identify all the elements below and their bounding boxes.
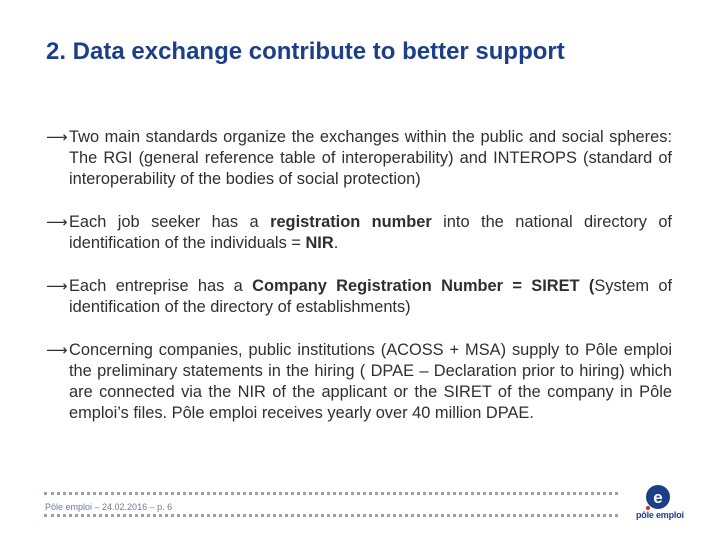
bullet-item: ⟶ Two main standards organize the exchang… (46, 127, 672, 190)
footer-text: Pôle emploi – 24.02.2016 – p. 6 (45, 502, 173, 512)
bullet-list: ⟶ Two main standards organize the exchang… (46, 127, 672, 446)
arrow-icon: ⟶ (46, 128, 68, 146)
pole-emploi-logo: e (646, 485, 670, 510)
bullet-item: ⟶ Each entreprise has a Company Registrat… (46, 276, 672, 318)
logo-red-dot-icon (646, 506, 650, 510)
footer-divider-bottom (44, 514, 618, 517)
bullet-bold-text: Company Registration Number = SIRET ( (252, 277, 595, 295)
bullet-item: ⟶ Each job seeker has a registration numb… (46, 212, 672, 254)
slide-title: 2. Data exchange contribute to better su… (46, 38, 565, 65)
logo-letter: e (653, 488, 662, 507)
bullet-text: Each job seeker has a (69, 213, 271, 231)
bullet-text: Two main standards organize the exchange… (69, 128, 672, 188)
arrow-icon: ⟶ (46, 213, 68, 231)
bullet-item: ⟶ Concerning companies, public institutio… (46, 340, 672, 424)
bullet-text: into the national directory of identific… (69, 213, 672, 252)
footer-divider-top (44, 492, 618, 495)
bullet-text: . (333, 234, 339, 252)
bullet-text: Each entreprise has a (69, 277, 253, 295)
arrow-icon: ⟶ (46, 277, 68, 295)
bullet-text: System of identification of the director… (69, 277, 672, 316)
bullet-text: Concerning companies, public institution… (69, 341, 672, 422)
bullet-bold-text: registration number (270, 213, 432, 231)
logo-wordmark: pôle emploi (636, 510, 684, 520)
logo-circle-icon (646, 485, 670, 509)
bullet-bold-text: NIR (305, 234, 334, 252)
arrow-icon: ⟶ (46, 341, 68, 359)
